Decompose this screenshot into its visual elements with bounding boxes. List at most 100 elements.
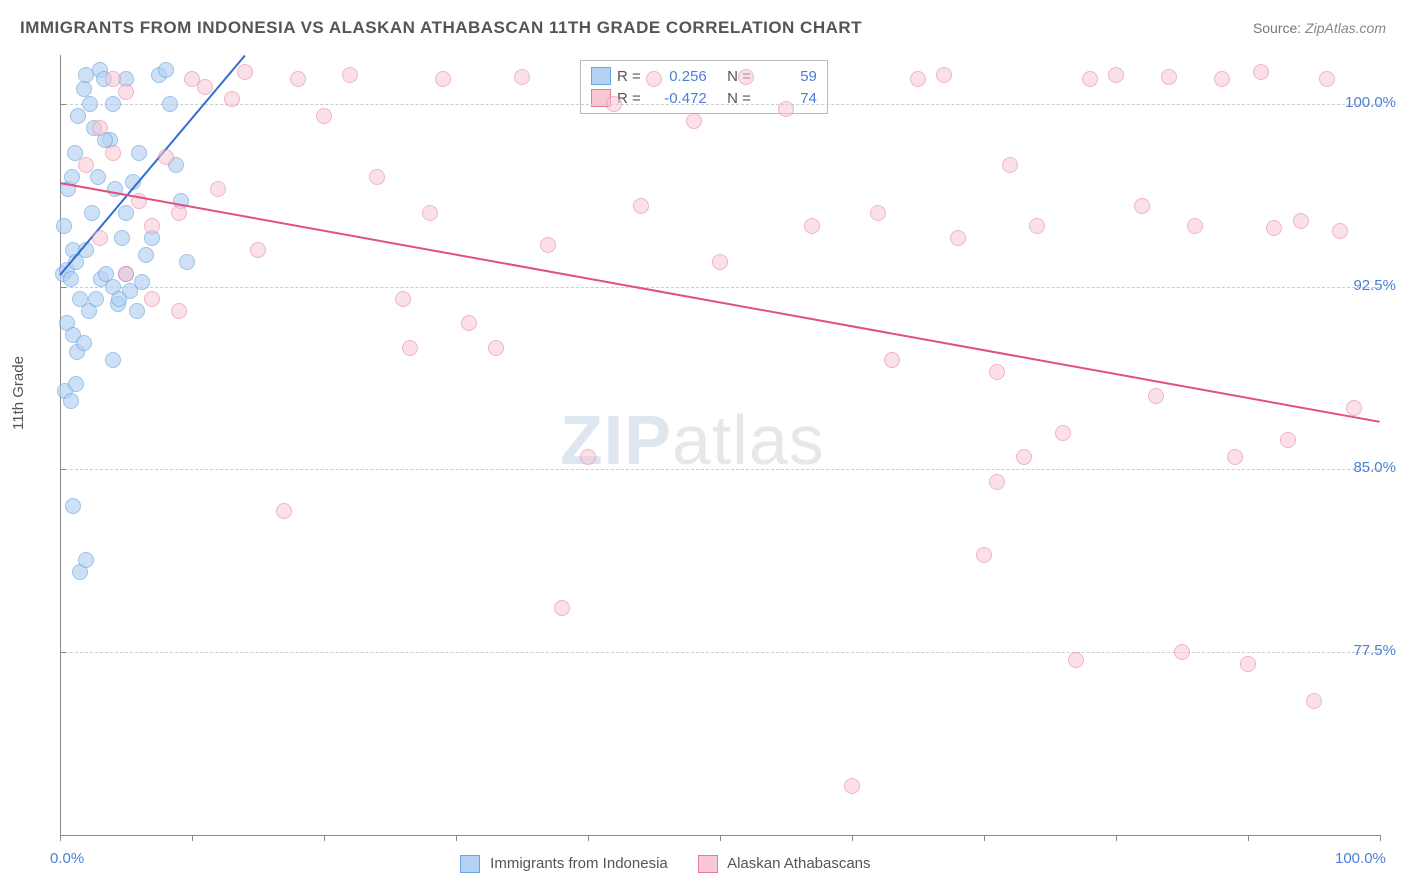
scatter-point: [131, 145, 147, 161]
y-tick: [60, 287, 66, 288]
scatter-point: [78, 157, 94, 173]
scatter-point: [514, 69, 530, 85]
scatter-point: [105, 96, 121, 112]
x-tick-label: 0.0%: [50, 850, 84, 867]
scatter-point: [162, 96, 178, 112]
y-tick: [60, 104, 66, 105]
scatter-point: [369, 169, 385, 185]
scatter-point: [1187, 218, 1203, 234]
x-tick: [60, 835, 61, 841]
chart-title: IMMIGRANTS FROM INDONESIA VS ALASKAN ATH…: [20, 18, 862, 38]
scatter-point: [395, 291, 411, 307]
scatter-point: [78, 552, 94, 568]
scatter-point: [171, 303, 187, 319]
source-attribution: Source: ZipAtlas.com: [1253, 20, 1386, 36]
scatter-point: [950, 230, 966, 246]
y-axis-label: 11th Grade: [10, 356, 27, 430]
scatter-point: [134, 274, 150, 290]
scatter-point: [1214, 71, 1230, 87]
scatter-point: [88, 291, 104, 307]
scatter-point: [118, 84, 134, 100]
scatter-point: [197, 79, 213, 95]
legend-text: Alaskan Athabascans: [727, 855, 870, 872]
scatter-point: [1280, 432, 1296, 448]
scatter-point: [158, 62, 174, 78]
scatter-point: [804, 218, 820, 234]
x-tick-label: 100.0%: [1335, 850, 1386, 867]
scatter-point: [1068, 652, 1084, 668]
scatter-point: [1346, 400, 1362, 416]
legend-swatch: [460, 855, 480, 873]
scatter-point: [554, 600, 570, 616]
scatter-point: [778, 101, 794, 117]
scatter-point: [989, 364, 1005, 380]
x-tick: [984, 835, 985, 841]
scatter-point: [989, 474, 1005, 490]
scatter-point: [144, 218, 160, 234]
scatter-point: [402, 340, 418, 356]
n-value: 59: [757, 68, 817, 85]
scatter-point: [1306, 693, 1322, 709]
scatter-point: [1148, 388, 1164, 404]
scatter-point: [105, 352, 121, 368]
scatter-point: [342, 67, 358, 83]
scatter-point: [76, 81, 92, 97]
x-tick: [852, 835, 853, 841]
x-tick: [1116, 835, 1117, 841]
r-label: R =: [617, 68, 641, 85]
scatter-point: [105, 145, 121, 161]
x-tick: [1248, 835, 1249, 841]
scatter-point: [1016, 449, 1032, 465]
scatter-point: [158, 149, 174, 165]
scatter-point: [884, 352, 900, 368]
x-tick: [588, 835, 589, 841]
legend-row: R = 0.256 N = 59: [591, 65, 817, 87]
x-tick: [1380, 835, 1381, 841]
legend-text: Immigrants from Indonesia: [490, 855, 668, 872]
scatter-point: [92, 120, 108, 136]
scatter-point: [76, 335, 92, 351]
scatter-point: [224, 91, 240, 107]
scatter-point: [1161, 69, 1177, 85]
y-tick-label: 92.5%: [1353, 277, 1396, 294]
scatter-point: [92, 230, 108, 246]
scatter-point: [633, 198, 649, 214]
scatter-point: [179, 254, 195, 270]
scatter-point: [290, 71, 306, 87]
y-tick-label: 85.0%: [1353, 459, 1396, 476]
scatter-point: [250, 242, 266, 258]
gridline: [60, 104, 1380, 105]
scatter-point: [686, 113, 702, 129]
scatter-point: [1108, 67, 1124, 83]
source-value: ZipAtlas.com: [1305, 20, 1386, 36]
scatter-point: [1227, 449, 1243, 465]
scatter-point: [422, 205, 438, 221]
plot-area: [60, 55, 1381, 836]
gridline: [60, 469, 1380, 470]
x-tick: [324, 835, 325, 841]
y-tick-label: 77.5%: [1353, 642, 1396, 659]
legend-swatch: [591, 67, 611, 85]
scatter-point: [63, 393, 79, 409]
scatter-point: [488, 340, 504, 356]
scatter-point: [316, 108, 332, 124]
scatter-point: [63, 271, 79, 287]
scatter-point: [129, 303, 145, 319]
scatter-point: [68, 376, 84, 392]
scatter-point: [1002, 157, 1018, 173]
scatter-point: [237, 64, 253, 80]
x-tick: [720, 835, 721, 841]
legend-series: Immigrants from Indonesia Alaskan Athaba…: [460, 855, 871, 873]
scatter-point: [1332, 223, 1348, 239]
scatter-point: [976, 547, 992, 563]
gridline: [60, 287, 1380, 288]
source-label: Source:: [1253, 20, 1301, 36]
legend-item: Immigrants from Indonesia: [460, 855, 668, 873]
scatter-point: [56, 218, 72, 234]
x-tick: [456, 835, 457, 841]
scatter-point: [1082, 71, 1098, 87]
legend-swatch: [698, 855, 718, 873]
scatter-point: [1055, 425, 1071, 441]
scatter-point: [1029, 218, 1045, 234]
scatter-point: [936, 67, 952, 83]
